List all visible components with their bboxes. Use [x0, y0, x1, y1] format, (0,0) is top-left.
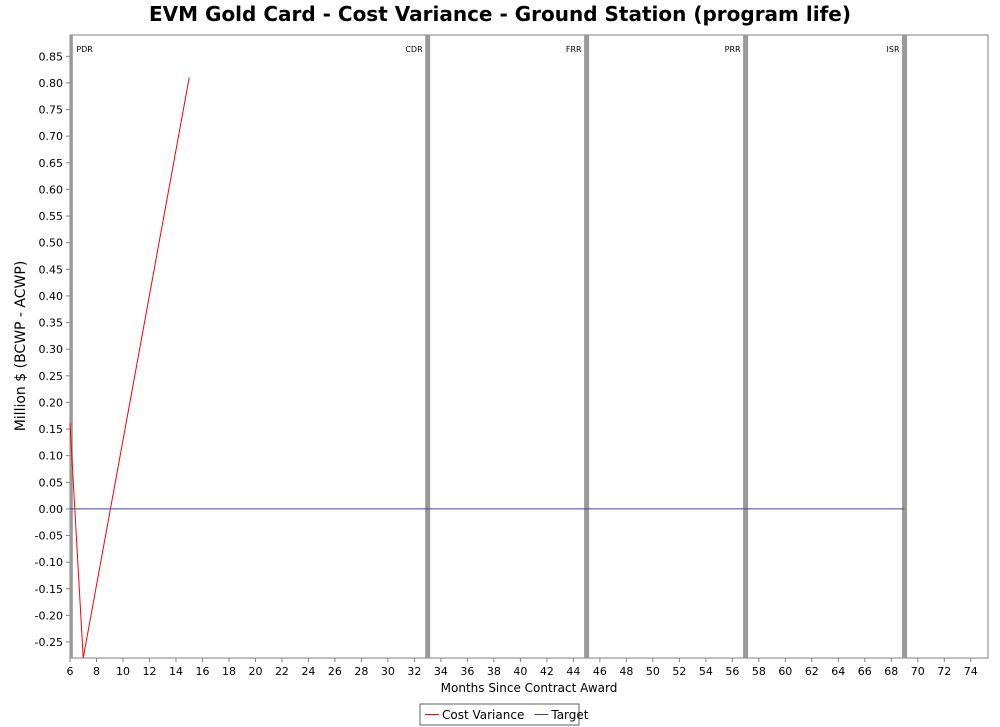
x-tick-label: 74 — [964, 665, 978, 678]
y-tick-label: 0.55 — [39, 210, 64, 223]
y-tick-label: 0.20 — [39, 396, 64, 409]
y-tick-label: -0.10 — [35, 556, 63, 569]
x-tick-label: 28 — [354, 665, 368, 678]
x-tick-label: 64 — [831, 665, 845, 678]
y-tick-label: 0.30 — [39, 343, 64, 356]
x-tick-label: 36 — [460, 665, 474, 678]
x-tick-label: 6 — [67, 665, 74, 678]
x-tick-label: 48 — [619, 665, 633, 678]
y-tick-label: 0.60 — [39, 183, 64, 196]
legend-label-target: Target — [550, 708, 588, 722]
milestone-label: PRR — [725, 45, 741, 54]
x-tick-label: 16 — [195, 665, 209, 678]
y-tick-label: 0.75 — [39, 104, 64, 117]
y-tick-label: 0.05 — [39, 476, 64, 489]
y-tick-label: 0.80 — [39, 77, 64, 90]
legend-box — [419, 703, 580, 726]
y-tick-label: 0.65 — [39, 157, 64, 170]
y-tick-label: 0.50 — [39, 237, 64, 250]
x-tick-label: 62 — [805, 665, 819, 678]
x-tick-label: 14 — [169, 665, 183, 678]
y-tick-label: 0.25 — [39, 370, 64, 383]
x-tick-label: 60 — [778, 665, 792, 678]
x-tick-label: 20 — [248, 665, 262, 678]
y-tick-label: -0.15 — [35, 583, 63, 596]
legend-label-cost-variance: Cost Variance — [442, 708, 524, 722]
y-tick-label: -0.25 — [35, 636, 63, 649]
milestone-label: CDR — [405, 45, 423, 54]
x-tick-label: 30 — [381, 665, 395, 678]
series-lines — [69, 77, 905, 659]
y-tick-label: 0.00 — [39, 503, 64, 516]
milestone-label: PDR — [76, 45, 93, 54]
x-tick-label: 22 — [275, 665, 289, 678]
x-tick-label: 38 — [487, 665, 501, 678]
y-tick-label: 0.15 — [39, 423, 64, 436]
x-tick-label: 40 — [513, 665, 527, 678]
x-tick-label: 66 — [858, 665, 872, 678]
x-tick-label: 50 — [646, 665, 660, 678]
y-axis: -0.25 -0.20 -0.15 -0.10 -0.05 0.00 0.05 0.10 0.1… — [35, 50, 70, 649]
y-tick-label: -0.05 — [35, 530, 63, 543]
x-tick-label: 68 — [884, 665, 898, 678]
milestone-label: FRR — [566, 45, 582, 54]
x-tick-label: 26 — [328, 665, 342, 678]
x-tick-label: 12 — [142, 665, 156, 678]
y-tick-label: 0.85 — [39, 50, 64, 63]
x-tick-label: 18 — [222, 665, 236, 678]
series-cost-variance-line — [69, 77, 190, 659]
x-tick-label: 56 — [725, 665, 739, 678]
x-tick-label: 72 — [937, 665, 951, 678]
y-axis-label: Million $ (BCWP - ACWP) — [13, 261, 29, 432]
y-tick-label: 0.45 — [39, 263, 64, 276]
x-tick-label: 42 — [540, 665, 554, 678]
legend: Cost Variance Target — [419, 703, 589, 726]
plot-area — [69, 34, 989, 659]
y-tick-label: 0.35 — [39, 317, 64, 330]
x-tick-label: 70 — [911, 665, 925, 678]
chart-title: EVM Gold Card - Cost Variance - Ground S… — [149, 2, 851, 26]
x-tick-label: 10 — [116, 665, 130, 678]
x-axis-label: Months Since Contract Award — [441, 681, 618, 695]
y-tick-label: 0.70 — [39, 130, 64, 143]
x-tick-label: 52 — [672, 665, 686, 678]
x-axis: 6 8 10 12 14 16 18 20 22 24 26 28 30 32 34 36 38 40 42 44 46… — [67, 658, 978, 678]
x-tick-label: 24 — [301, 665, 315, 678]
x-tick-label: 32 — [407, 665, 421, 678]
x-tick-label: 34 — [434, 665, 448, 678]
y-tick-label: -0.20 — [35, 609, 63, 622]
x-tick-label: 54 — [699, 665, 713, 678]
milestone-markers: PDR CDR FRR PRR ISR — [69, 35, 908, 658]
x-tick-label: 8 — [93, 665, 100, 678]
x-tick-label: 44 — [566, 665, 580, 678]
x-tick-label: 58 — [752, 665, 766, 678]
milestone-label: ISR — [887, 45, 900, 54]
y-tick-label: 0.10 — [39, 450, 64, 463]
x-tick-label: 46 — [593, 665, 607, 678]
y-tick-label: 0.40 — [39, 290, 64, 303]
